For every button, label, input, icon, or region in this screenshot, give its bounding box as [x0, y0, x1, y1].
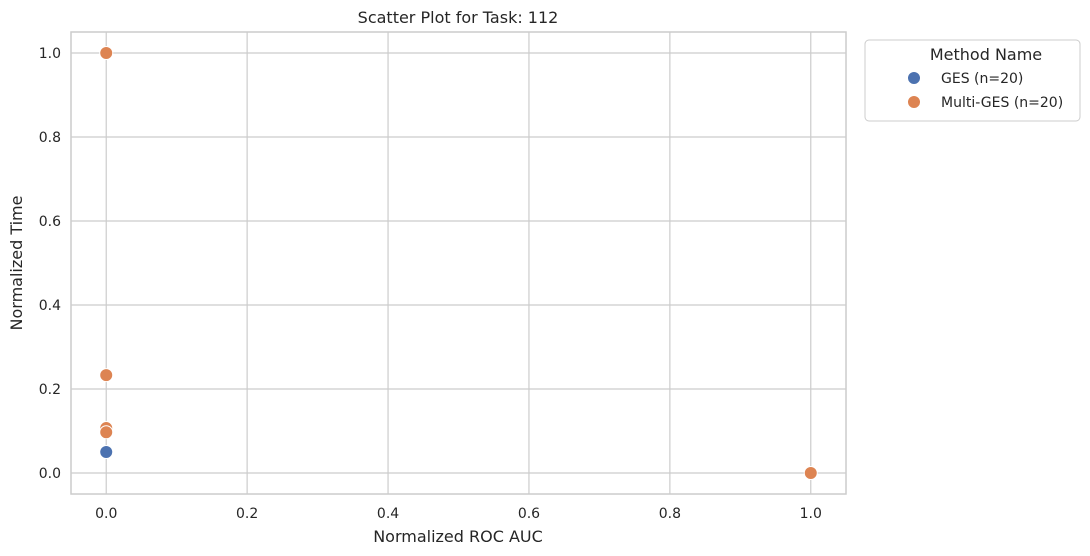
data-point [99, 46, 114, 60]
grid-lines [71, 32, 846, 494]
x-tick-label: 0.6 [518, 506, 540, 522]
y-tick-label: 0.4 [39, 298, 61, 314]
x-tick-label: 0.4 [377, 506, 399, 522]
y-tick-label: 0.2 [39, 382, 61, 398]
data-point [99, 425, 114, 440]
x-tick-label: 0.0 [95, 506, 117, 522]
x-tick-label: 1.0 [800, 506, 822, 522]
data-point [99, 368, 114, 383]
data-point [99, 445, 114, 459]
legend-label: Multi-GES (n=20) [941, 95, 1063, 111]
chart-title: Scatter Plot for Task: 112 [358, 8, 559, 27]
plot-frame [70, 31, 847, 495]
legend-title: Method Name [930, 45, 1042, 64]
data-points [99, 46, 818, 480]
plot-area [70, 31, 847, 495]
x-tick-labels: 0.0 0.2 0.4 0.6 0.8 1.0 [95, 506, 822, 522]
data-point [803, 466, 818, 480]
y-axis-label: Normalized Time [7, 196, 26, 331]
x-axis-label: Normalized ROC AUC [373, 527, 543, 546]
legend-marker [907, 71, 921, 85]
plot-background [71, 32, 846, 494]
y-tick-label: 0.6 [39, 214, 61, 230]
legend-items: GES (n=20) Multi-GES (n=20) [907, 71, 1063, 111]
x-tick-label: 0.8 [659, 506, 681, 522]
y-tick-label: 1.0 [39, 46, 61, 62]
y-tick-label: 0.8 [39, 130, 61, 146]
legend-label: GES (n=20) [941, 71, 1023, 87]
y-tick-label: 0.0 [39, 466, 61, 482]
legend-marker [907, 95, 921, 109]
x-tick-label: 0.2 [236, 506, 258, 522]
legend: Method Name GES (n=20) Multi-GES (n=20) [864, 39, 1081, 122]
y-tick-labels: 0.0 0.2 0.4 0.6 0.8 1.0 [39, 46, 61, 482]
